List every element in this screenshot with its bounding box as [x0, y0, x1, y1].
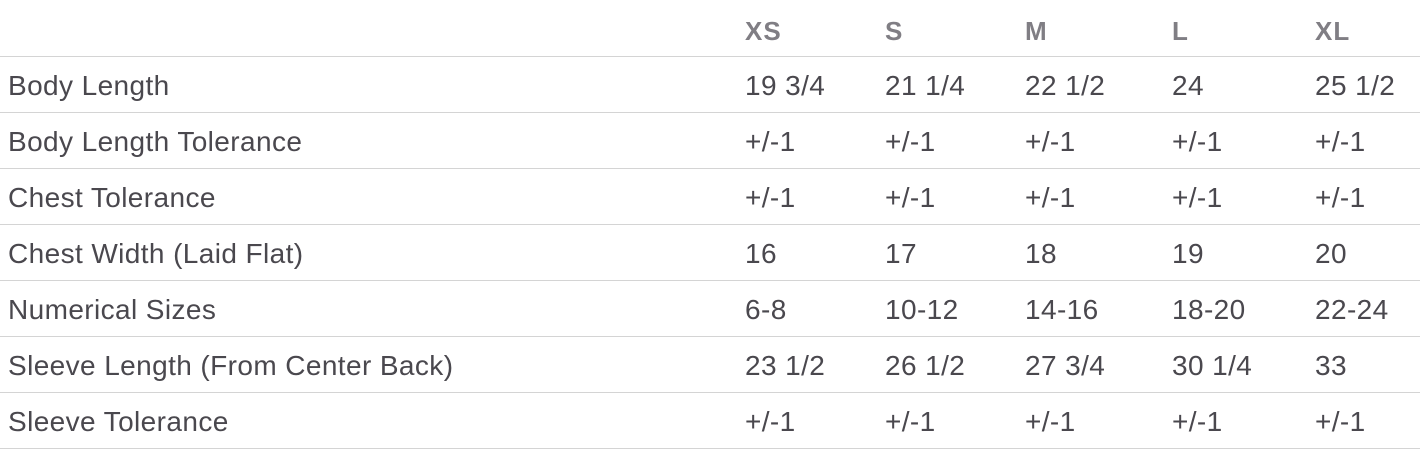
size-value-cell: +/-1: [1025, 392, 1172, 449]
size-value-cell: 33: [1315, 336, 1420, 393]
size-value-cell: +/-1: [885, 168, 1025, 225]
size-value-cell: 25 1/2: [1315, 56, 1420, 113]
size-value-cell: 26 1/2: [885, 336, 1025, 393]
size-value-cell: 10-12: [885, 280, 1025, 337]
table-row-chest-width: Chest Width (Laid Flat) 16 17 18 19 20: [0, 224, 1420, 281]
size-value-cell: 19 3/4: [745, 56, 885, 113]
size-value-cell: +/-1: [1315, 392, 1420, 449]
size-value-cell: 21 1/4: [885, 56, 1025, 113]
row-label-body-length-tolerance: Body Length Tolerance: [0, 112, 745, 169]
column-header-s: S: [885, 0, 1025, 57]
table-row-body-length: Body Length 19 3/4 21 1/4 22 1/2 24 25 1…: [0, 56, 1420, 113]
row-label-sleeve-tolerance: Sleeve Tolerance: [0, 392, 745, 449]
table-row-sleeve-length: Sleeve Length (From Center Back) 23 1/2 …: [0, 336, 1420, 393]
size-value-cell: 18-20: [1172, 280, 1315, 337]
header-spacer-cell: [0, 0, 745, 57]
size-value-cell: +/-1: [885, 392, 1025, 449]
column-header-m: M: [1025, 0, 1172, 57]
column-header-xl: XL: [1315, 0, 1420, 57]
size-value-cell: 30 1/4: [1172, 336, 1315, 393]
size-value-cell: +/-1: [885, 112, 1025, 169]
size-value-cell: 20: [1315, 224, 1420, 281]
size-value-cell: 6-8: [745, 280, 885, 337]
size-value-cell: 27 3/4: [1025, 336, 1172, 393]
table-row-chest-tolerance: Chest Tolerance +/-1 +/-1 +/-1 +/-1 +/-1: [0, 168, 1420, 225]
size-value-cell: +/-1: [1172, 168, 1315, 225]
size-value-cell: +/-1: [1172, 112, 1315, 169]
row-label-numerical-sizes: Numerical Sizes: [0, 280, 745, 337]
row-label-chest-tolerance: Chest Tolerance: [0, 168, 745, 225]
size-value-cell: 16: [745, 224, 885, 281]
row-label-sleeve-length: Sleeve Length (From Center Back): [0, 336, 745, 393]
size-value-cell: +/-1: [745, 168, 885, 225]
size-value-cell: 22-24: [1315, 280, 1420, 337]
size-value-cell: 17: [885, 224, 1025, 281]
size-value-cell: +/-1: [1025, 112, 1172, 169]
size-value-cell: +/-1: [1315, 168, 1420, 225]
column-header-l: L: [1172, 0, 1315, 57]
size-value-cell: 23 1/2: [745, 336, 885, 393]
size-value-cell: 24: [1172, 56, 1315, 113]
column-header-xs: XS: [745, 0, 885, 57]
size-value-cell: 14-16: [1025, 280, 1172, 337]
size-value-cell: +/-1: [745, 112, 885, 169]
size-value-cell: +/-1: [1172, 392, 1315, 449]
size-value-cell: 18: [1025, 224, 1172, 281]
size-value-cell: +/-1: [745, 392, 885, 449]
table-row-body-length-tolerance: Body Length Tolerance +/-1 +/-1 +/-1 +/-…: [0, 112, 1420, 169]
table-row-sleeve-tolerance: Sleeve Tolerance +/-1 +/-1 +/-1 +/-1 +/-…: [0, 392, 1420, 449]
size-value-cell: +/-1: [1025, 168, 1172, 225]
size-value-cell: 19: [1172, 224, 1315, 281]
row-label-chest-width: Chest Width (Laid Flat): [0, 224, 745, 281]
table-row-numerical-sizes: Numerical Sizes 6-8 10-12 14-16 18-20 22…: [0, 280, 1420, 337]
size-value-cell: 22 1/2: [1025, 56, 1172, 113]
row-label-body-length: Body Length: [0, 56, 745, 113]
header-row: XS S M L XL: [0, 0, 1420, 57]
size-value-cell: +/-1: [1315, 112, 1420, 169]
